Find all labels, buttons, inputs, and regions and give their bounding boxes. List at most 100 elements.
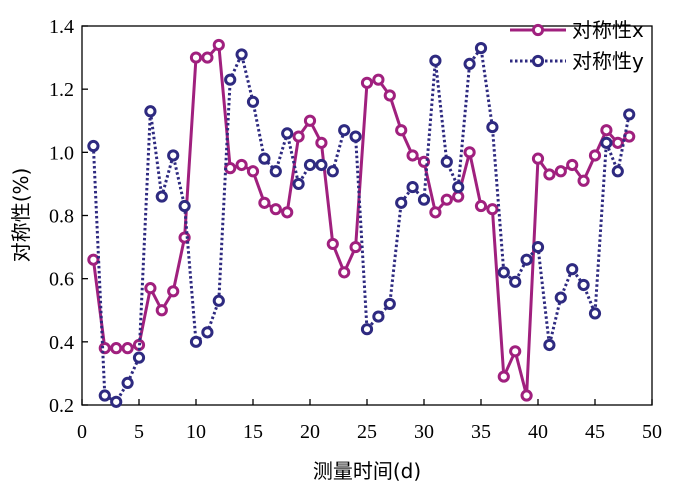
data-point [121,376,134,389]
data-point [121,342,134,355]
data-point [201,326,214,339]
data-point [372,73,385,86]
data-point [406,180,419,194]
data-point [429,54,442,67]
y-tick-label: 0.8 [49,206,74,228]
data-point [623,108,636,121]
x-tick-label: 20 [300,421,320,443]
data-point [474,199,488,213]
data-point [486,120,499,134]
data-point [178,199,191,213]
data-point [360,323,374,336]
data-point [132,351,146,364]
data-point [201,51,214,64]
x-axis-title: 测量时间(d) [313,459,421,483]
data-point [611,136,624,149]
y-tick-label: 1.0 [49,142,74,164]
x-tick-label: 25 [357,421,377,443]
data-point [110,395,123,408]
x-tick-label: 50 [642,421,662,443]
y-tick-label: 1.2 [49,79,74,101]
data-point [269,165,282,178]
x-tick-label: 30 [414,421,434,443]
x-tick-label: 0 [77,421,87,443]
data-point [178,231,191,244]
data-point [98,389,111,402]
y-axis: 0.2 0.4 0.6 0.8 1.0 1.2 1.4 [49,16,88,417]
y-tick-label: 0.6 [49,269,74,291]
data-point [258,196,271,209]
data-point [440,155,453,168]
data-point [212,294,225,307]
data-point [155,190,168,203]
data-point [383,89,396,102]
data-point [269,203,282,216]
legend-label-x: 对称性x [572,18,644,42]
data-point [155,304,168,317]
series-x [87,38,636,402]
legend: 对称性x 对称性y [510,18,644,73]
data-point [531,152,545,165]
data-point [406,149,419,162]
data-point [110,342,123,355]
y-tick-label: 0.2 [49,395,74,417]
data-point [520,389,533,402]
data-point [543,338,556,352]
series-line [91,46,631,404]
data-point [144,282,157,295]
data-point [87,139,100,153]
data-point [452,190,465,203]
y-tick-label: 0.4 [49,332,74,354]
data-point [303,114,317,127]
data-point [429,206,442,219]
data-point [235,48,248,61]
x-tick-label: 35 [471,421,491,443]
data-point [452,180,465,194]
data-point [474,42,488,55]
y-tick-label: 1.4 [49,16,74,38]
y-axis-title: 对称性(%) [9,168,33,263]
data-point [600,124,613,137]
x-tick-label: 40 [528,421,548,443]
x-tick-label: 45 [585,421,605,443]
data-point [383,297,396,311]
data-point [577,278,590,292]
data-point [338,266,351,279]
data-point [417,193,431,206]
data-point [463,57,476,71]
data-point [349,130,362,143]
data-point [531,240,545,254]
data-point [326,237,339,251]
data-point [235,158,248,172]
data-point [520,253,533,266]
data-point [246,165,260,178]
data-point [554,291,567,304]
data-point [167,285,180,298]
data-point [189,335,203,348]
legend-label-y: 对称性y [572,49,644,73]
data-point [577,174,590,187]
data-point [87,253,100,266]
data-point [315,158,328,172]
data-point [292,177,305,191]
data-point [303,158,317,172]
data-point [360,76,374,89]
data-point [395,124,408,137]
data-point [509,275,522,288]
series-layer [87,38,636,408]
data-point [258,152,271,165]
data-point [566,158,579,172]
data-point [440,193,453,206]
data-point [543,168,556,181]
series-y [87,42,636,408]
x-tick-label: 15 [243,421,263,443]
legend-marker-y [531,54,545,68]
data-point [486,203,499,216]
data-point [611,165,624,178]
data-point [167,149,180,162]
data-point [566,263,579,276]
data-point [395,196,408,209]
x-tick-label: 10 [186,421,206,443]
data-point [189,51,203,64]
